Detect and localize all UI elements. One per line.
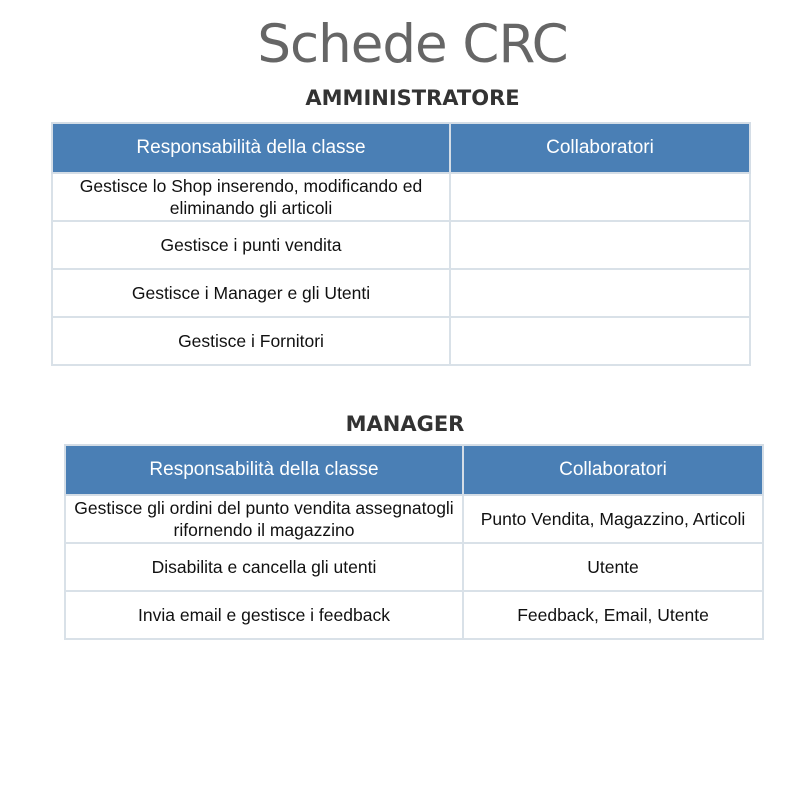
table-row: Gestisce i punti vendita bbox=[51, 220, 751, 270]
header-responsibility: Responsabilità della classe bbox=[51, 122, 451, 174]
table-row: Gestisce gli ordini del punto vendita as… bbox=[64, 494, 764, 544]
crc-table-manager: Responsabilità della classe Collaborator… bbox=[64, 444, 764, 640]
cell-collaborators bbox=[449, 268, 751, 318]
cell-responsibility: Disabilita e cancella gli utenti bbox=[64, 542, 464, 592]
table-row: Invia email e gestisce i feedback Feedba… bbox=[64, 590, 764, 640]
table-row: Gestisce i Manager e gli Utenti bbox=[51, 268, 751, 318]
section-title-manager: MANAGER bbox=[345, 412, 465, 436]
cell-responsibility: Gestisce lo Shop inserendo, modificando … bbox=[51, 172, 451, 222]
cell-responsibility: Gestisce i punti vendita bbox=[51, 220, 451, 270]
header-responsibility: Responsabilità della classe bbox=[64, 444, 464, 496]
page-title: Schede CRC bbox=[257, 14, 568, 75]
cell-responsibility: Gestisce gli ordini del punto vendita as… bbox=[64, 494, 464, 544]
cell-collaborators: Utente bbox=[462, 542, 764, 592]
section-title-admin: AMMINISTRATORE bbox=[305, 86, 520, 110]
table-header-row: Responsabilità della classe Collaborator… bbox=[51, 122, 751, 174]
table-row: Gestisce lo Shop inserendo, modificando … bbox=[51, 172, 751, 222]
cell-responsibility: Gestisce i Manager e gli Utenti bbox=[51, 268, 451, 318]
header-collaborators: Collaboratori bbox=[449, 122, 751, 174]
table-row: Disabilita e cancella gli utenti Utente bbox=[64, 542, 764, 592]
cell-collaborators bbox=[449, 172, 751, 222]
table-row: Gestisce i Fornitori bbox=[51, 316, 751, 366]
cell-responsibility: Gestisce i Fornitori bbox=[51, 316, 451, 366]
table-header-row: Responsabilità della classe Collaborator… bbox=[64, 444, 764, 496]
cell-collaborators bbox=[449, 316, 751, 366]
header-collaborators: Collaboratori bbox=[462, 444, 764, 496]
crc-table-admin: Responsabilità della classe Collaborator… bbox=[51, 122, 751, 366]
cell-collaborators: Feedback, Email, Utente bbox=[462, 590, 764, 640]
cell-collaborators: Punto Vendita, Magazzino, Articoli bbox=[462, 494, 764, 544]
cell-responsibility: Invia email e gestisce i feedback bbox=[64, 590, 464, 640]
cell-collaborators bbox=[449, 220, 751, 270]
